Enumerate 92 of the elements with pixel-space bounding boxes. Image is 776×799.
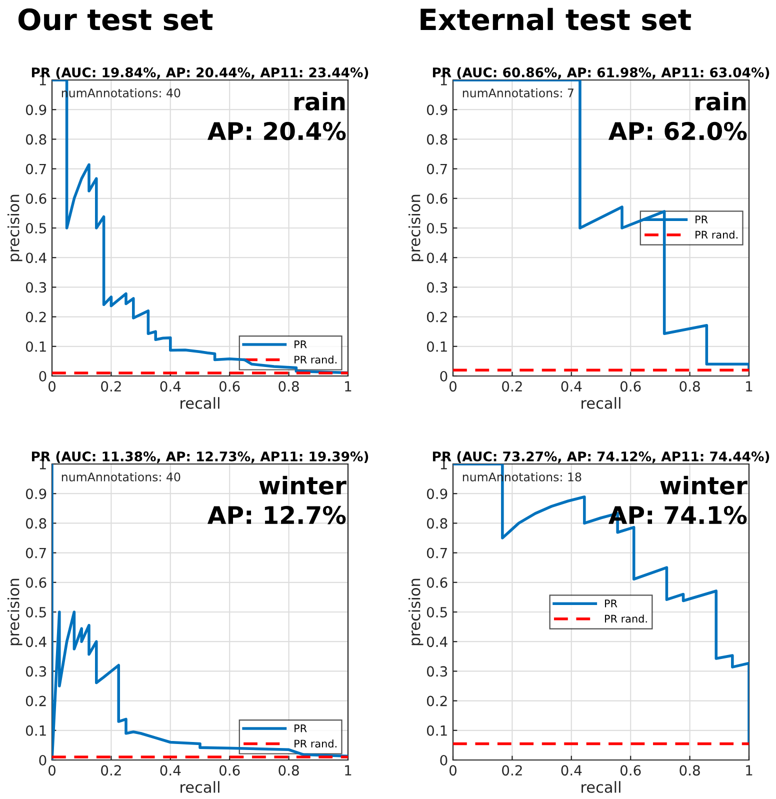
y-tick-label: 0.7 <box>26 548 46 558</box>
y-tick-label: 0.6 <box>26 577 46 588</box>
y-tick-label: 0.8 <box>426 518 448 529</box>
x-tick-label: 0.2 <box>101 381 121 392</box>
y-axis-title: precision <box>408 578 424 646</box>
legend-label: PR <box>294 340 307 348</box>
y-tick-label: 0.2 <box>26 312 46 322</box>
y-tick-label: 0.8 <box>426 134 448 145</box>
x-tick-label: 0.6 <box>620 765 641 776</box>
x-tick-label: 0.4 <box>160 381 181 392</box>
x-axis-title: recall <box>582 397 620 409</box>
x-axis-title: recall <box>180 781 220 793</box>
y-tick-label: 0.4 <box>426 636 448 648</box>
y-tick-label: 0.2 <box>26 696 46 706</box>
annotation: winter <box>259 476 346 495</box>
x-tick-label: 0 <box>449 765 456 776</box>
y-tick-label: 0.8 <box>26 134 46 145</box>
x-tick-label: 1 <box>746 765 752 776</box>
annotation: numAnnotations: 40 <box>62 472 180 482</box>
x-tick-label: 0.4 <box>160 765 181 776</box>
legend-label: PR rand. <box>605 614 647 623</box>
legend-label: PR rand. <box>294 740 336 748</box>
x-tick-label: 0.6 <box>620 381 641 392</box>
annotation: rain <box>696 92 746 111</box>
y-tick-label: 0.7 <box>426 548 447 558</box>
y-tick-label: 0.3 <box>26 666 46 677</box>
x-tick-label: 1 <box>746 381 752 392</box>
y-tick-label: 0.2 <box>426 696 447 706</box>
y-axis-title: precision <box>408 194 424 262</box>
y-tick-label: 0 <box>39 370 46 382</box>
x-axis-title: recall <box>180 397 220 409</box>
y-tick-label: 0.7 <box>426 164 447 174</box>
line-series <box>52 464 348 760</box>
y-tick-label: 0.8 <box>26 518 46 529</box>
legend-label: PR rand. <box>696 230 738 239</box>
y-tick-label: 0.5 <box>426 606 447 618</box>
y-tick-label: 0.9 <box>426 104 448 116</box>
y-tick-label: 0.3 <box>26 282 46 293</box>
y-tick-label: 0.1 <box>426 341 447 352</box>
x-tick-label: 1 <box>345 765 352 776</box>
y-tick-label: 0 <box>440 370 448 382</box>
x-tick-label: 0.8 <box>278 765 299 776</box>
x-tick-label: 0 <box>449 381 456 392</box>
y-tick-label: 0.6 <box>426 577 448 588</box>
x-tick-label: 0.8 <box>278 381 299 392</box>
y-tick-label: 0.1 <box>426 725 447 736</box>
annotation: winter <box>660 476 748 495</box>
y-tick-label: 0.7 <box>26 164 46 174</box>
y-tick-label: 0.9 <box>26 488 46 500</box>
y-tick-label: 0.9 <box>426 488 448 500</box>
y-tick-label: 0 <box>440 754 448 766</box>
x-tick-label: 0.2 <box>502 381 522 392</box>
chart-subtitle: External test set <box>420 8 692 30</box>
x-tick-label: 0.2 <box>502 765 522 776</box>
legend-label: PR <box>605 600 618 608</box>
y-axis-title: precision <box>7 578 22 646</box>
annotation: rain <box>294 92 345 111</box>
x-tick-label: 0.8 <box>680 765 700 776</box>
chart-subtitle: Our test set <box>18 8 213 30</box>
x-tick-label: 0 <box>48 765 56 776</box>
annotation: AP: 12.7% <box>208 506 346 524</box>
y-tick-label: 0.5 <box>426 222 447 234</box>
legend-label: PR rand. <box>294 356 336 364</box>
x-tick-label: 0.6 <box>219 765 240 776</box>
y-tick-label: 0.5 <box>26 606 46 618</box>
x-tick-label: 0.2 <box>101 765 121 776</box>
x-axis-title: recall <box>582 781 620 793</box>
x-tick-label: 0.4 <box>561 765 582 776</box>
x-tick-label: 0.6 <box>219 381 240 392</box>
annotation: AP: 62.0% <box>608 122 747 140</box>
y-tick-label: 0.2 <box>426 312 447 322</box>
legend-label: PR <box>294 724 307 732</box>
y-tick-label: 0 <box>39 754 46 766</box>
x-tick-label: 0 <box>48 381 56 392</box>
legend-label: PR <box>696 216 708 224</box>
x-tick-label: 1 <box>345 381 352 392</box>
y-tick-label: 0.6 <box>426 193 448 204</box>
y-tick-label: 0.4 <box>26 252 46 264</box>
y-tick-label: 0.3 <box>426 282 448 293</box>
annotation: AP: 20.4% <box>208 122 346 140</box>
y-tick-label: 0.6 <box>26 193 46 204</box>
y-axis-title: precision <box>7 194 22 262</box>
y-tick-label: 0.4 <box>26 636 46 648</box>
y-tick-label: 0.3 <box>426 666 448 677</box>
x-tick-label: 0.4 <box>561 381 582 392</box>
y-tick-label: 0.1 <box>26 725 46 736</box>
y-tick-label: 0.9 <box>26 104 46 116</box>
y-tick-label: 0.5 <box>26 222 46 234</box>
annotation: numAnnotations: 7 <box>462 88 574 98</box>
x-tick-label: 0.8 <box>680 381 700 392</box>
y-tick-label: 0.1 <box>26 341 46 352</box>
y-tick-label: 0.4 <box>426 252 448 264</box>
